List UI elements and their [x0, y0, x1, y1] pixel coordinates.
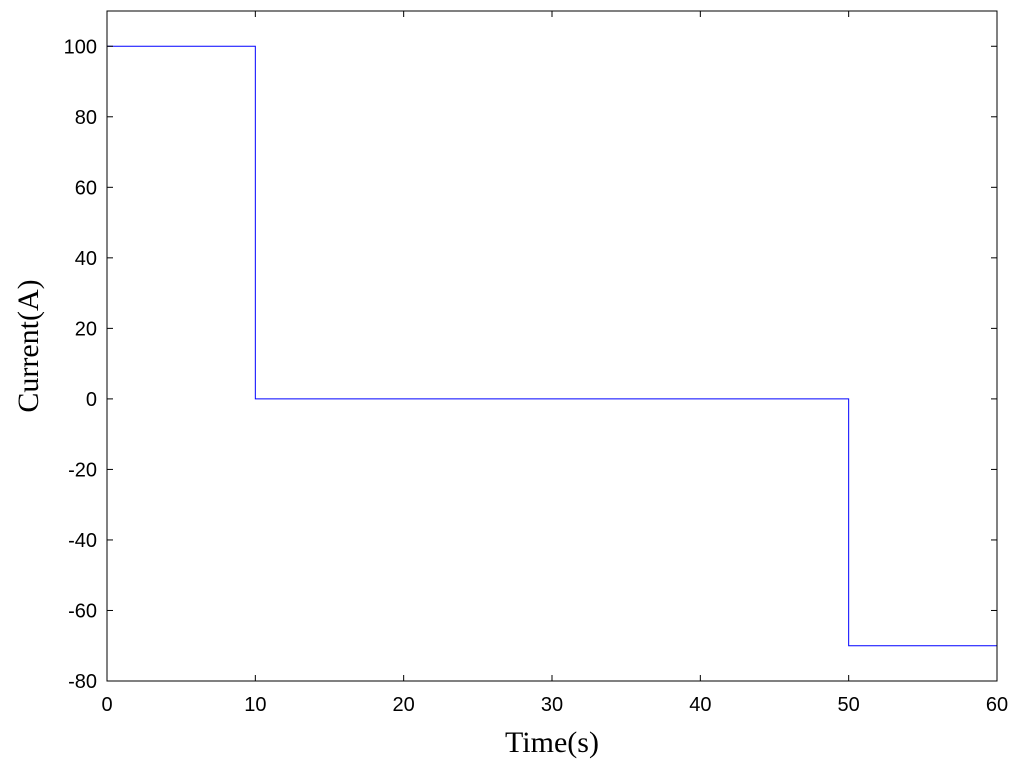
y-tick-label: 0 — [86, 389, 97, 411]
x-tick-label: 0 — [101, 694, 112, 716]
x-tick-label: 50 — [838, 694, 860, 716]
series-line-0 — [107, 45, 997, 647]
y-tick-label: -40 — [68, 530, 97, 552]
x-tick-label: 60 — [986, 694, 1008, 716]
y-tick-label: -20 — [68, 459, 97, 481]
x-axis-title: Time(s) — [505, 726, 599, 759]
y-tick-label: 40 — [75, 248, 97, 270]
x-tick-label: 20 — [393, 694, 415, 716]
y-tick-label: -60 — [68, 600, 97, 622]
x-tick-label: 10 — [244, 694, 266, 716]
axis-ticks: 0 10 20 30 40 50 60 -80 -60 -40 -20 0 20 40 60 80 100 — [64, 11, 1008, 716]
y-tick-label: 20 — [75, 318, 97, 340]
y-tick-label: 100 — [64, 36, 97, 58]
y-tick-label: 80 — [75, 107, 97, 129]
plot-marks — [107, 45, 997, 647]
y-tick-label: -80 — [68, 671, 97, 693]
x-tick-label: 30 — [541, 694, 563, 716]
x-tick-label: 40 — [689, 694, 711, 716]
y-tick-label: 60 — [75, 177, 97, 199]
y-axis-title: Current(A) — [12, 279, 45, 412]
